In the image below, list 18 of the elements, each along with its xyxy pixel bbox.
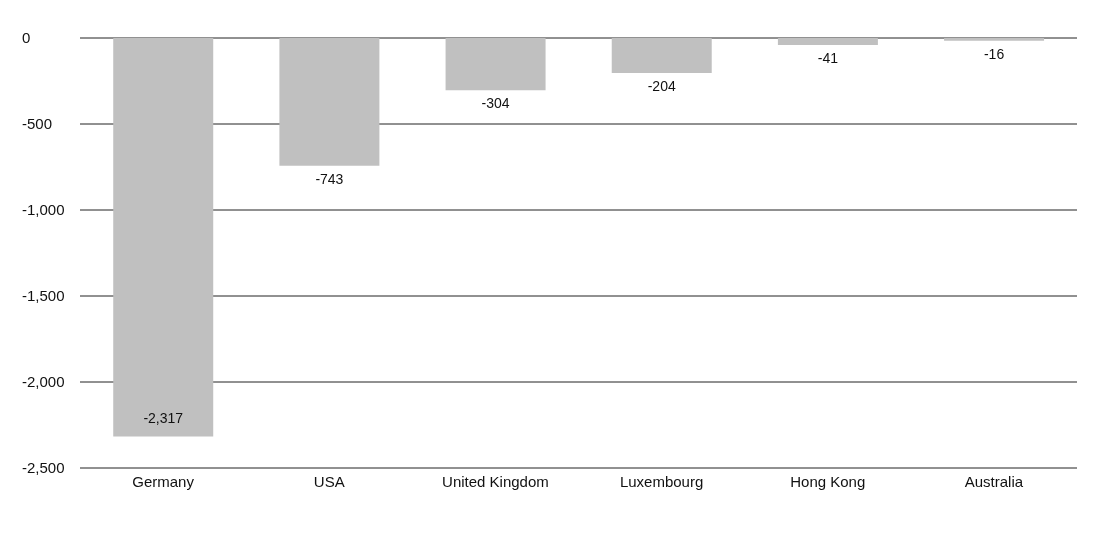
y-tick-label: -1,500 <box>22 287 65 305</box>
data-label: -2,317 <box>143 409 184 426</box>
x-tick-label: Luxembourg <box>619 472 704 490</box>
x-tick-label: USA <box>313 472 345 490</box>
y-tick-label: -2,500 <box>22 459 65 477</box>
y-tick-label: -1,000 <box>22 201 65 219</box>
y-tick-label: -2,000 <box>22 373 65 391</box>
data-label: -41 <box>817 50 839 67</box>
x-tick-label: Hong Kong <box>790 472 866 490</box>
x-tick-label: Australia <box>964 472 1024 490</box>
y-tick-label: 0 <box>22 29 31 47</box>
data-label: -16 <box>983 45 1005 62</box>
data-label: -743 <box>315 170 344 187</box>
x-tick-label: Germany <box>132 472 195 490</box>
x-tick-label: United Kingdom <box>442 472 549 490</box>
data-label: -304 <box>481 95 510 112</box>
data-label: -204 <box>647 78 676 95</box>
y-tick-label: -500 <box>22 115 53 133</box>
